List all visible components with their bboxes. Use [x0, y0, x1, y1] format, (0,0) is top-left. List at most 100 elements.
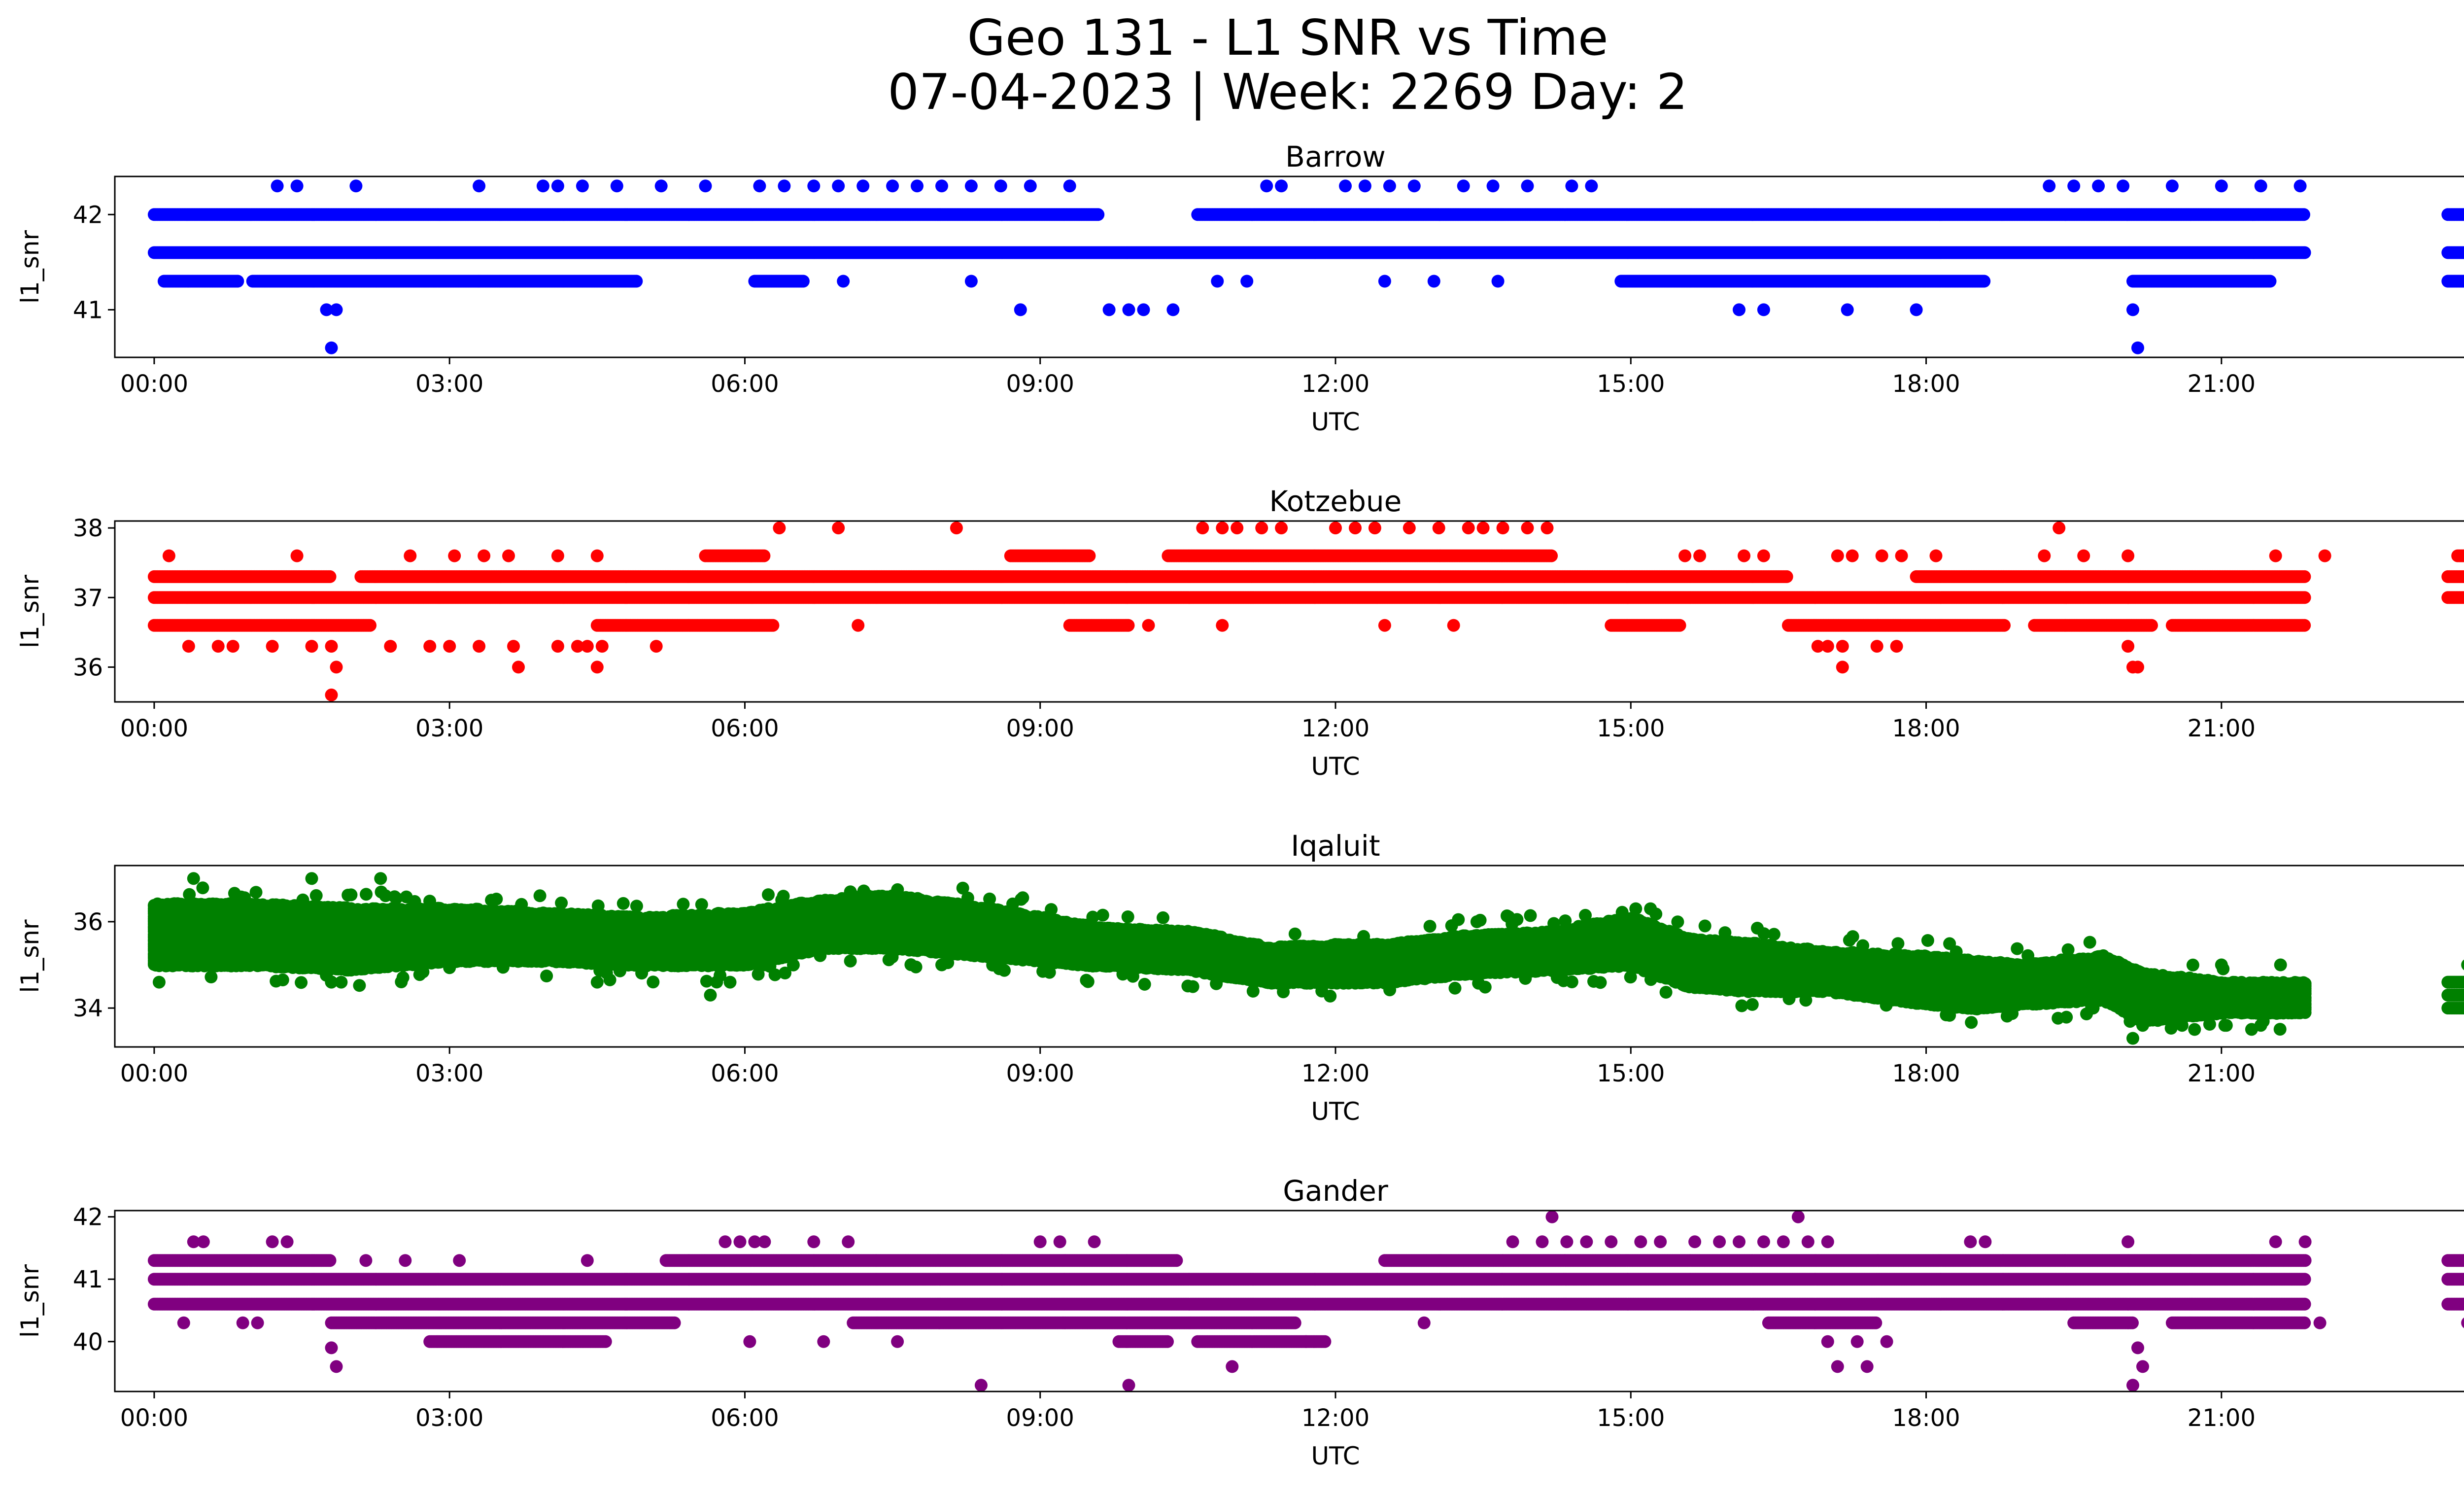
data-point [231, 275, 244, 288]
data-point [757, 549, 771, 562]
x-tick-label: 06:00 [711, 370, 779, 398]
x-axis-label: UTC [1311, 408, 1360, 436]
data-point [837, 275, 850, 288]
data-point [832, 179, 845, 193]
data-point [2215, 179, 2228, 193]
data-point [807, 179, 821, 193]
data-point [2462, 209, 2464, 220]
data-point [1978, 275, 1991, 288]
data-point [325, 341, 338, 354]
data-point [536, 179, 549, 193]
data-point [1780, 570, 1793, 583]
data-point [935, 179, 948, 193]
data-point [330, 303, 343, 316]
x-tick-label: 21:00 [2188, 370, 2256, 398]
figure-subtitle: 07-04-2023 | Week: 2269 Day: 2 [0, 65, 2464, 119]
data-point [2092, 179, 2105, 193]
data-point [1166, 303, 1180, 316]
data-point [994, 179, 1007, 193]
data-point [630, 275, 643, 288]
data-point [1841, 303, 1854, 316]
data-point [320, 303, 333, 316]
data-point [1457, 179, 1470, 193]
data-point [1260, 179, 1273, 193]
data-point [551, 179, 564, 193]
data-point [1910, 303, 1923, 316]
data-point [2254, 179, 2267, 193]
data-point [1102, 303, 1116, 316]
data-point [2461, 551, 2464, 561]
data-point [2462, 276, 2464, 286]
data-point [1545, 549, 1558, 562]
data-point [576, 179, 589, 193]
x-tick-label: 03:00 [415, 370, 483, 398]
data-point [2126, 303, 2139, 316]
y-axis-label: l1_snr [16, 230, 44, 304]
panel-title-barrow: Barrow [1285, 140, 1386, 174]
data-point [1092, 208, 1105, 221]
x-tick-label: 12:00 [1301, 370, 1369, 398]
data-point [349, 179, 363, 193]
data-point [1137, 303, 1150, 316]
data-point [654, 179, 668, 193]
data-point [753, 179, 766, 193]
data-point [1733, 303, 1745, 316]
data-point [1427, 275, 1440, 288]
figure-title: Geo 131 - L1 SNR vs Time [0, 11, 2464, 65]
points-kotzebue [147, 522, 2464, 701]
data-point [473, 179, 486, 193]
panel-barrow: 00:00 03:00 06:00 09:00 12:00 15:00 18:00 21:00… [16, 140, 2464, 436]
data-point [610, 179, 623, 193]
data-point [796, 275, 810, 288]
data-point [1339, 179, 1352, 193]
data-point [1486, 179, 1500, 193]
panel-kotzebue: 00:00 03:00 06:00 09:00 12:00 15:00 18:00 21:00… [16, 485, 2464, 781]
data-point [323, 570, 337, 583]
data-point [964, 179, 978, 193]
data-point [2462, 571, 2464, 582]
data-point [2298, 570, 2311, 583]
data-point [2117, 179, 2130, 193]
data-point [1063, 179, 1076, 193]
x-tick-label: 00:00 [120, 370, 188, 398]
data-point [2297, 208, 2310, 221]
data-point [1024, 179, 1037, 193]
data-point [1275, 179, 1288, 193]
x-tick-label: 09:00 [1006, 370, 1074, 398]
data-point [2165, 179, 2179, 193]
axes-frame-barrow [114, 175, 2464, 358]
y-tick-label: 41 [73, 296, 103, 324]
data-point [2131, 341, 2144, 354]
data-point [1083, 549, 1096, 562]
data-point [1383, 179, 1396, 193]
data-point [2263, 275, 2277, 288]
data-point [1565, 179, 1578, 193]
y-tick-label: 42 [73, 201, 103, 229]
data-point [964, 275, 978, 288]
data-point [856, 179, 870, 193]
x-tick-label: 18:00 [1892, 370, 1960, 398]
data-point [2462, 247, 2464, 258]
data-point [699, 179, 712, 193]
x-tick-label: 15:00 [1597, 370, 1665, 398]
data-point [1521, 179, 1534, 193]
data-point [1014, 303, 1027, 316]
data-point [271, 179, 284, 193]
data-point [1122, 303, 1135, 316]
data-point [2293, 179, 2307, 193]
data-point [1240, 275, 1254, 288]
data-point [911, 179, 924, 193]
data-point [1211, 275, 1224, 288]
data-point [1378, 275, 1391, 288]
data-point [2298, 246, 2311, 259]
data-point [778, 179, 791, 193]
data-point [1585, 179, 1598, 193]
data-point [1358, 179, 1371, 193]
points-barrow [147, 179, 2464, 354]
data-point [2043, 179, 2056, 193]
data-point [886, 179, 899, 193]
data-point [1491, 275, 1505, 288]
data-point [1757, 303, 1770, 316]
